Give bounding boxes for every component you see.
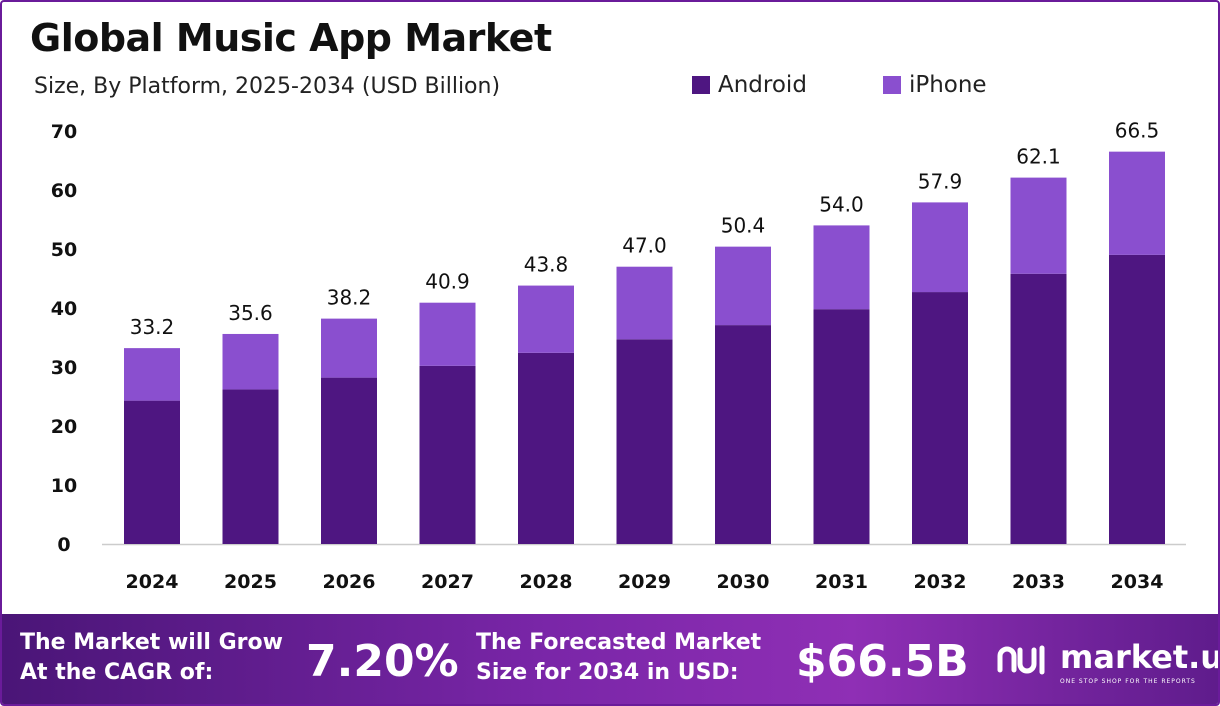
forecast-value: $66.5B	[796, 636, 969, 687]
y-tick-label: 70	[51, 121, 77, 143]
x-tick-label: 2031	[815, 571, 868, 593]
bar-total-label: 40.9	[425, 270, 470, 294]
bar-chart: 01020304050607033.2202435.6202538.220264…	[51, 119, 1186, 593]
bar-segment-iphone	[124, 348, 180, 401]
bar-total-label: 35.6	[228, 301, 273, 325]
bar-segment-iphone	[715, 246, 771, 326]
bar-total-label: 38.2	[327, 286, 372, 310]
cagr-label-line2: At the CAGR of:	[20, 660, 214, 685]
bar-total-label: 47.0	[622, 234, 667, 258]
legend: Android iPhone	[692, 72, 1063, 98]
bar-total-label: 43.8	[524, 253, 569, 277]
bar-segment-iphone	[419, 302, 476, 366]
forecast-label: The Forecasted Market Size for 2034 in U…	[476, 628, 761, 688]
x-tick-label: 2030	[717, 571, 770, 593]
legend-label-android: Android	[718, 72, 807, 98]
chart-title: Global Music App Market	[30, 16, 552, 60]
x-tick-label: 2027	[421, 571, 474, 593]
chart-subtitle: Size, By Platform, 2025-2034 (USD Billio…	[34, 74, 501, 99]
y-tick-label: 60	[51, 180, 77, 202]
bar-segment-android	[1109, 254, 1165, 544]
bar-segment-android	[419, 365, 476, 544]
bar-segment-android	[715, 325, 771, 544]
bar-segment-iphone	[518, 285, 574, 353]
legend-item-iphone: iPhone	[882, 72, 987, 98]
legend-item-android: Android	[692, 72, 807, 98]
legend-swatch-android	[692, 76, 710, 94]
x-tick-label: 2024	[126, 571, 179, 593]
cagr-label: The Market will Grow At the CAGR of:	[20, 628, 283, 688]
y-tick-label: 40	[51, 298, 77, 320]
bar-total-label: 50.4	[721, 214, 766, 238]
legend-label-iphone: iPhone	[908, 72, 987, 98]
legend-swatch-iphone	[882, 76, 901, 94]
footer-banner: The Market will Grow At the CAGR of: 7.2…	[2, 614, 1218, 704]
bar-total-label: 33.2	[130, 315, 175, 339]
x-tick-label: 2028	[520, 571, 573, 593]
bar-segment-android	[616, 339, 673, 544]
bar-segment-iphone	[912, 202, 968, 293]
forecast-label-line1: The Forecasted Market	[476, 630, 762, 655]
bar-segment-android	[124, 400, 180, 544]
bar-segment-android	[222, 389, 279, 544]
x-tick-label: 2025	[224, 571, 277, 593]
bar-total-label: 62.1	[1016, 145, 1061, 169]
bar-total-label: 57.9	[918, 169, 963, 193]
bar-segment-android	[813, 309, 870, 544]
y-tick-label: 20	[51, 416, 77, 438]
y-tick-label: 30	[51, 357, 77, 379]
cagr-value: 7.20%	[306, 636, 459, 687]
forecast-label-line2: Size for 2034 in USD:	[476, 660, 739, 685]
bar-segment-iphone	[222, 333, 279, 390]
bar-segment-iphone	[1109, 151, 1165, 255]
bar-segment-iphone	[813, 225, 870, 310]
bar-total-label: 54.0	[819, 192, 864, 216]
cagr-label-line1: The Market will Grow	[20, 630, 283, 655]
market-us-logo-icon	[997, 645, 1045, 675]
x-tick-label: 2032	[914, 571, 967, 593]
brand-tagline: ONE STOP SHOP FOR THE REPORTS	[1060, 678, 1196, 685]
x-tick-label: 2034	[1111, 571, 1164, 593]
x-tick-label: 2029	[618, 571, 671, 593]
bar-total-label: 66.5	[1115, 119, 1160, 143]
bar-segment-iphone	[1010, 177, 1067, 274]
x-tick-label: 2033	[1012, 571, 1065, 593]
bar-segment-android	[321, 377, 377, 544]
x-tick-label: 2026	[323, 571, 376, 593]
bar-segment-iphone	[321, 318, 377, 378]
y-tick-label: 50	[51, 239, 77, 261]
bar-segment-android	[912, 292, 968, 544]
brand-name: market.us	[1060, 638, 1218, 676]
y-tick-label: 10	[51, 475, 77, 497]
bar-segment-iphone	[616, 266, 673, 340]
y-tick-label: 0	[57, 534, 70, 556]
bar-segment-android	[1010, 273, 1067, 544]
bar-segment-android	[518, 352, 574, 544]
